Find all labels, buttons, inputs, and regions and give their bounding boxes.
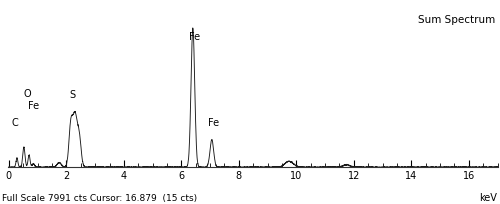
Text: Fe: Fe	[208, 117, 219, 127]
Text: O: O	[24, 88, 32, 98]
Text: C: C	[12, 117, 18, 127]
Text: Fe: Fe	[28, 101, 38, 111]
Text: Fe: Fe	[190, 32, 200, 42]
Text: Sum Spectrum: Sum Spectrum	[418, 15, 495, 25]
Text: S: S	[70, 90, 75, 100]
Text: keV: keV	[480, 192, 498, 202]
Text: Full Scale 7991 cts Cursor: 16.879  (15 cts): Full Scale 7991 cts Cursor: 16.879 (15 c…	[2, 193, 198, 202]
